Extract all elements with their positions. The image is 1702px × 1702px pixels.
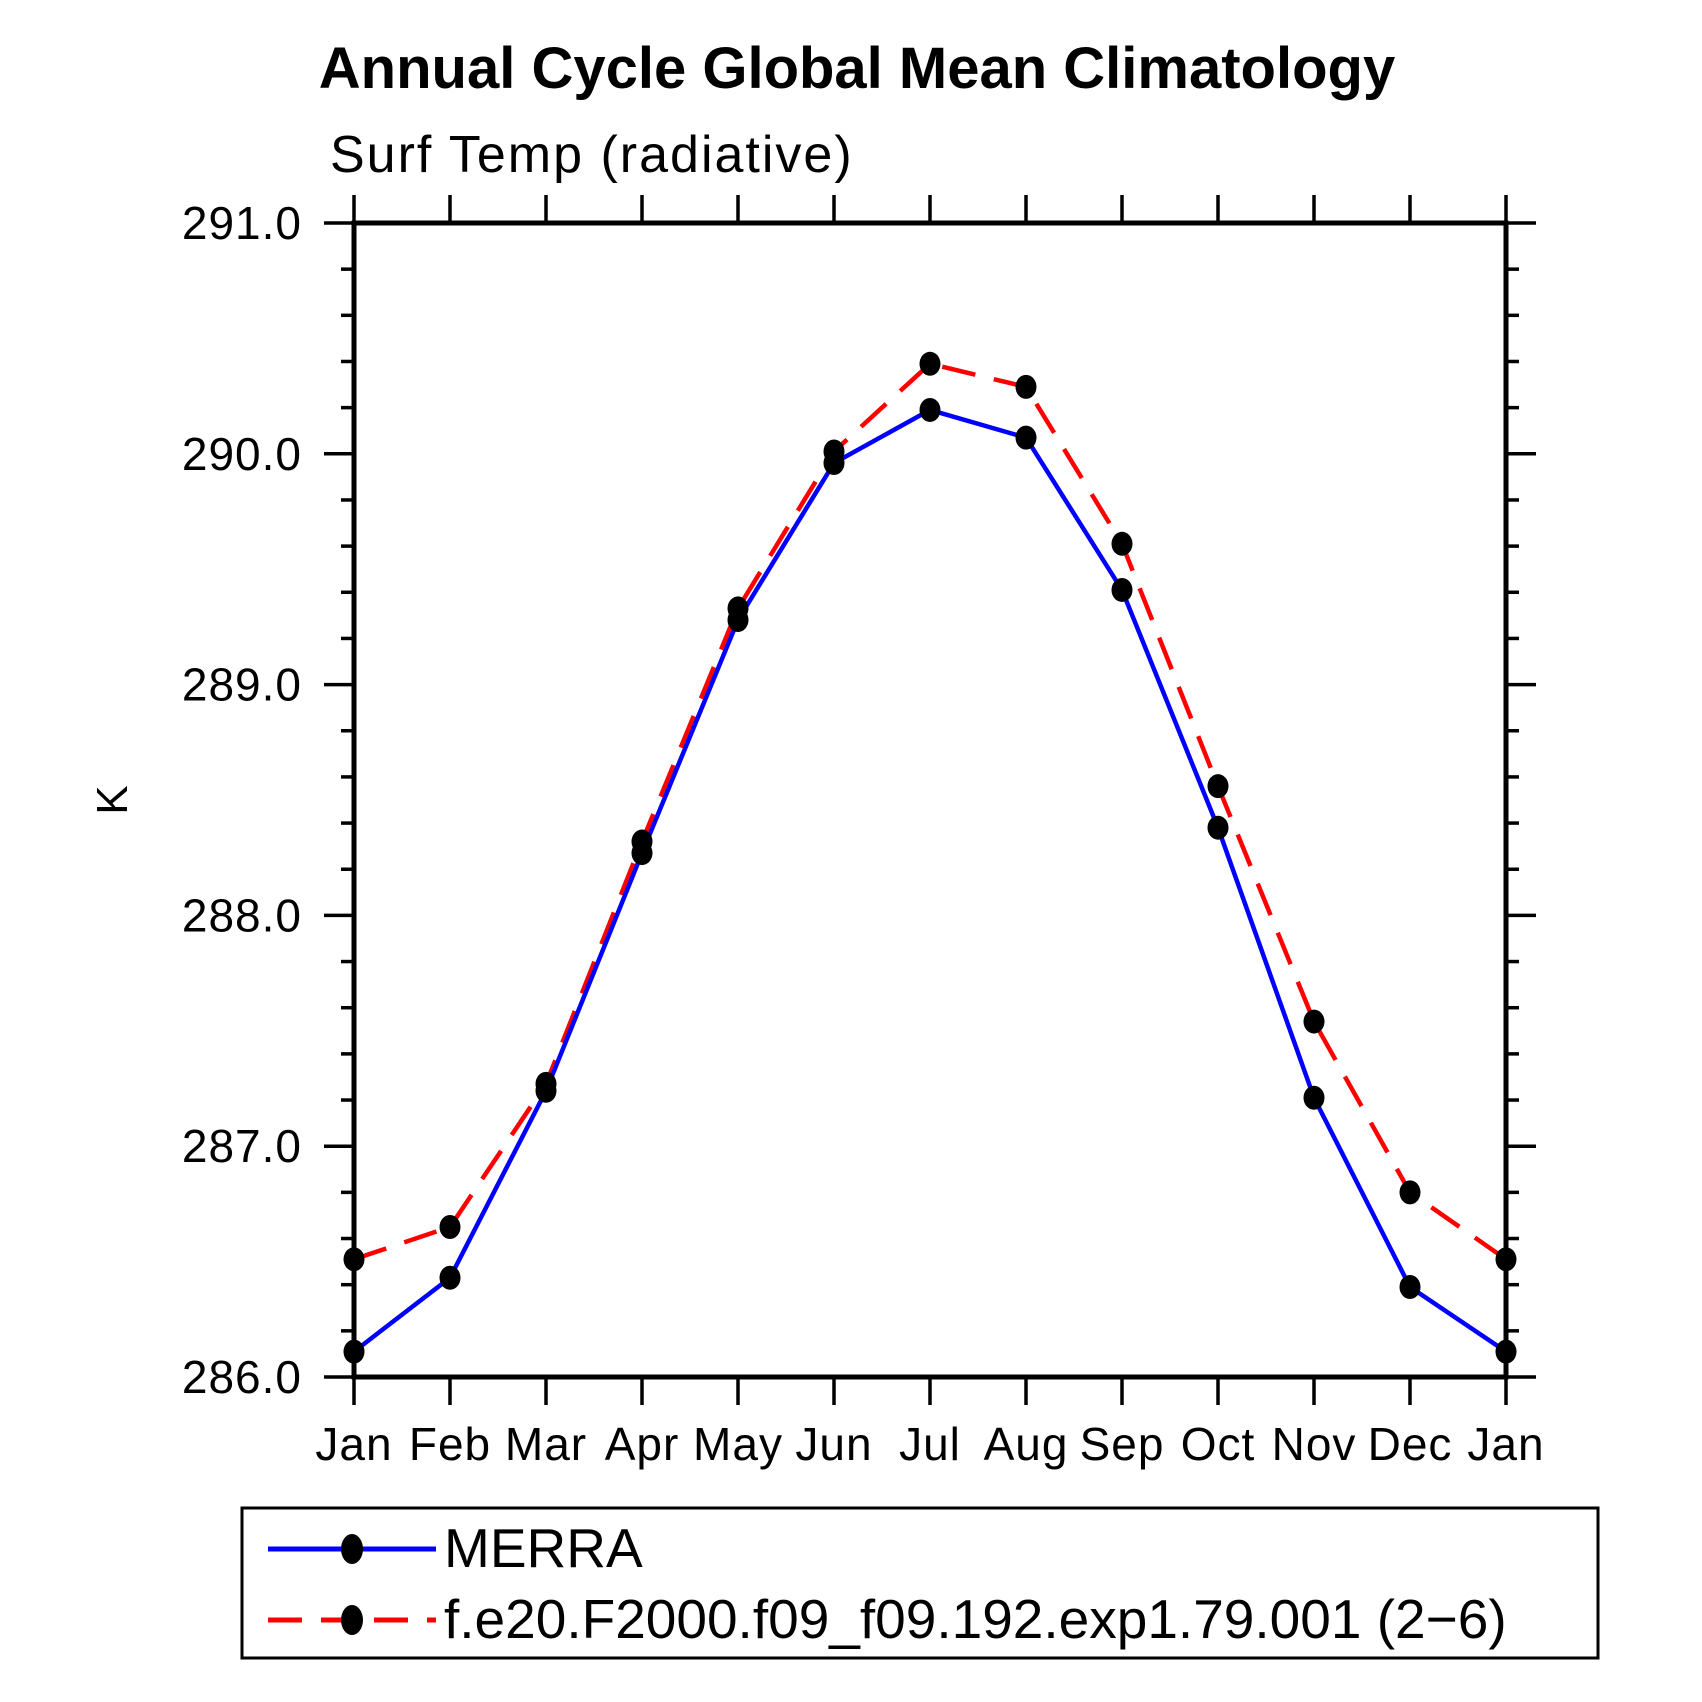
data-point-marker-model <box>631 829 653 854</box>
axes-layer: 286.0 287.0 288.0 289.0 290.0 291.0 Jan Feb Mar A… <box>182 195 1544 1470</box>
y-tick-label: 289.0 <box>182 659 302 711</box>
x-tick-label: May <box>693 1418 783 1470</box>
x-tick-label: Mar <box>505 1418 587 1470</box>
x-tick-label: Dec <box>1368 1418 1453 1470</box>
data-point-marker-merra <box>1111 577 1133 602</box>
x-tick-label: Nov <box>1272 1418 1357 1470</box>
x-tick-label: Apr <box>605 1418 680 1470</box>
data-point-marker-model <box>1303 1009 1325 1034</box>
plot-border <box>351 220 1509 1380</box>
y-tick-label: 286.0 <box>182 1351 302 1403</box>
legend-item-merra: MERRA <box>268 1517 643 1579</box>
legend-item-model: f.e20.F2000.f09_f09.192.exp1.79.001 (2−6… <box>268 1588 1507 1650</box>
chart-title: Annual Cycle Global Mean Climatology <box>319 36 1395 101</box>
data-point-marker-merra <box>1303 1085 1325 1110</box>
data-point-marker-model <box>823 439 845 464</box>
x-tick-label: Jan <box>1467 1418 1544 1470</box>
x-tick-label: Aug <box>984 1418 1069 1470</box>
data-point-marker-model <box>727 596 749 621</box>
legend-marker-merra <box>341 1534 363 1564</box>
data-point-marker-model <box>1207 774 1229 799</box>
data-point-marker-merra <box>1015 425 1037 450</box>
legend: MERRA f.e20.F2000.f09_f09.192.exp1.79.00… <box>240 1506 1600 1660</box>
data-point-marker-merra <box>1399 1274 1421 1299</box>
series-layer <box>343 351 1517 1364</box>
x-tick-label: Jul <box>899 1418 961 1470</box>
data-point-marker-model <box>439 1214 461 1239</box>
y-tick-label: 290.0 <box>182 428 302 480</box>
data-point-marker-model <box>919 351 941 376</box>
x-tick-label: Sep <box>1080 1418 1165 1470</box>
chart-subtitle: Surf Temp (radiative) <box>330 126 854 184</box>
data-point-marker-model <box>1015 374 1037 399</box>
data-point-marker-merra <box>919 397 941 422</box>
legend-box <box>240 1506 1600 1660</box>
x-tick-label: Jun <box>795 1418 872 1470</box>
x-tick-label: Feb <box>409 1418 491 1470</box>
x-tick-label: Jan <box>315 1418 392 1470</box>
data-point-marker-model <box>1399 1180 1421 1205</box>
y-tick-label: 288.0 <box>182 889 302 941</box>
legend-marker-model <box>341 1605 363 1635</box>
y-axis-unit-label: K <box>88 785 137 814</box>
legend-label-model: f.e20.F2000.f09_f09.192.exp1.79.001 (2−6… <box>444 1588 1507 1650</box>
y-tick-label: 291.0 <box>182 197 302 249</box>
y-tick-label: 287.0 <box>182 1120 302 1172</box>
x-tick-label: Oct <box>1181 1418 1256 1470</box>
legend-label-merra: MERRA <box>444 1517 643 1579</box>
data-point-marker-merra <box>1207 815 1229 840</box>
data-point-marker-model <box>1111 531 1133 556</box>
data-point-marker-merra <box>439 1265 461 1290</box>
data-point-marker-model <box>535 1071 557 1096</box>
